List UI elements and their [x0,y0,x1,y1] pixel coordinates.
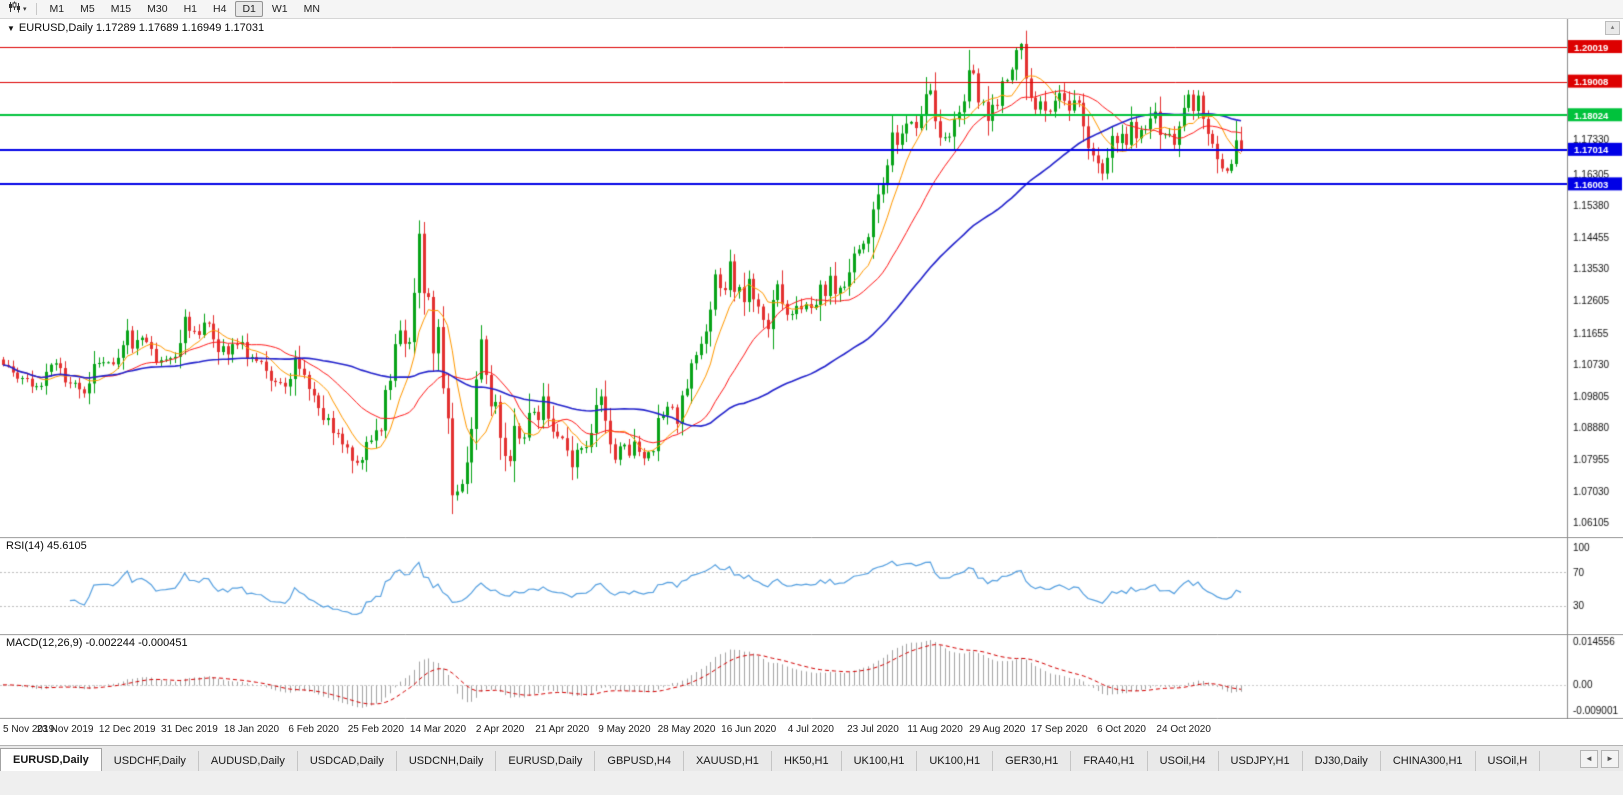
tab-scroll-buttons: ◄ ► [1579,745,1623,771]
chart-tab-3-usdcad-daily[interactable]: USDCAD,Daily [297,751,397,771]
timeframe-button-m15[interactable]: M15 [110,3,132,15]
collapse-triangle-icon: ▼ [7,23,15,33]
date-axis[interactable]: 5 Nov 2019 23 Nov 2019 12 Dec 2019 31 Dec 2… [0,719,1623,745]
chart-tab-11-ger30-h1[interactable]: GER30,H1 [993,751,1072,771]
timeframe-button-w1[interactable]: W1 [271,3,288,15]
chart-window: 5 Nov 2019 23 Nov 2019 12 Dec 2019 31 Dec 2… [0,19,1623,745]
date-axis-label: 16 Jun 2020 [721,724,777,735]
date-axis-label: 21 Apr 2020 [535,724,590,735]
axis-scroll-button[interactable]: ▴ [1605,21,1620,35]
chart-tab-7-xauusd-h1[interactable]: XAUUSD,H1 [683,751,772,771]
main-price-chart-canvas[interactable] [0,19,1623,537]
macd-indicator-canvas[interactable] [0,634,1623,719]
date-axis-label: 24 Oct 2020 [1156,724,1211,735]
date-axis-label: 17 Sep 2020 [1031,724,1088,735]
chart-tab-13-usoil-h4[interactable]: USOil,H4 [1147,751,1219,771]
timeframe-button-h4[interactable]: H4 [213,3,227,15]
date-axis-label: 23 Jul 2020 [847,724,899,735]
status-strip [0,771,1623,795]
date-axis-label: 2 Apr 2020 [475,724,525,735]
chevron-down-icon: ▾ [23,6,27,13]
date-axis-label: 6 Oct 2020 [1097,724,1146,735]
date-axis-label: 31 Dec 2019 [161,724,218,735]
date-axis-label: 5 Nov 2019 [3,724,55,735]
chart-tab-bar: EURUSD,Daily USDCHF,Daily AUDUSD,Daily USDC… [0,745,1623,771]
date-axis-label: 14 Mar 2020 [409,724,467,735]
timeframe-toolbar: ▾ M1 M5 M15 M30 H1 H4 D1 W1 MN [0,0,1623,19]
date-axis-label: 28 May 2020 [657,724,716,735]
timeframe-button-mn[interactable]: MN [303,3,320,15]
candlestick-chart-icon [8,0,21,18]
chart-tab-6-gbpusd-h4[interactable]: GBPUSD,H4 [595,751,684,771]
chart-tab-5-eurusd-daily[interactable]: EURUSD,Daily [496,751,596,771]
macd-panel-title: MACD(12,26,9) -0.002244 -0.000451 [6,637,188,649]
chart-tab-12-fra40-h1[interactable]: FRA40,H1 [1071,751,1148,771]
date-axis-label: 29 Aug 2020 [969,724,1026,735]
rsi-panel-title: RSI(14) 45.6105 [6,540,87,552]
date-axis-label: 11 Aug 2020 [907,724,963,735]
chart-tab-2-audusd-daily[interactable]: AUDUSD,Daily [198,751,298,771]
date-axis-label: 9 May 2020 [598,724,651,735]
chart-tab-8-hk50-h1[interactable]: HK50,H1 [771,751,842,771]
chart-tab-1-usdchf-daily[interactable]: USDCHF,Daily [101,751,199,771]
chart-title-text: EURUSD,Daily 1.17289 1.17689 1.16949 1.1… [18,22,265,34]
timeframe-button-m30[interactable]: M30 [147,3,168,15]
chart-tab-10-uk100-h1[interactable]: UK100,H1 [917,751,994,771]
chart-tab-14-usdjpy-h1[interactable]: USDJPY,H1 [1218,751,1303,771]
rsi-label-text: RSI(14) 45.6105 [6,540,87,552]
timeframe-button-d1[interactable]: D1 [235,1,263,17]
chart-tab-17-usoil-h[interactable]: USOil,H [1475,751,1541,771]
timeframe-buttons-group: M1 M5 M15 M30 H1 H4 D1 W1 MN [42,1,328,17]
date-axis-label: 25 Feb 2020 [347,724,404,735]
chart-tab-16-china300-h1[interactable]: CHINA300,H1 [1380,751,1476,771]
timeframe-button-h1[interactable]: H1 [183,3,198,15]
chart-title: ▼ EURUSD,Daily 1.17289 1.17689 1.16949 1… [7,22,264,34]
macd-label-text: MACD(12,26,9) -0.002244 -0.000451 [6,637,188,649]
date-axis-label: 6 Feb 2020 [288,724,339,735]
timeframe-button-m5[interactable]: M5 [80,3,95,15]
chart-tab-0-eurusd-daily[interactable]: EURUSD,Daily [0,748,102,771]
date-axis-label: 12 Dec 2019 [98,724,156,735]
tab-scroll-right-icon[interactable]: ► [1601,749,1619,768]
date-axis-label: 4 Jul 2020 [787,724,834,735]
toolbar-separator [35,3,37,15]
chart-tab-9-uk100-h1[interactable]: UK100,H1 [841,751,918,771]
chart-tab-15-dj30-daily[interactable]: DJ30,Daily [1302,751,1381,771]
chart-type-button[interactable]: ▾ [4,0,31,18]
chart-tab-4-usdcnh-daily[interactable]: USDCNH,Daily [396,751,497,771]
rsi-indicator-canvas[interactable] [0,537,1623,634]
timeframe-button-m1[interactable]: M1 [49,3,65,15]
date-axis-label: 18 Jan 2020 [224,724,280,735]
tab-scroll-left-icon[interactable]: ◄ [1580,749,1598,768]
date-axis-label: 23 Nov 2019 [36,724,94,735]
